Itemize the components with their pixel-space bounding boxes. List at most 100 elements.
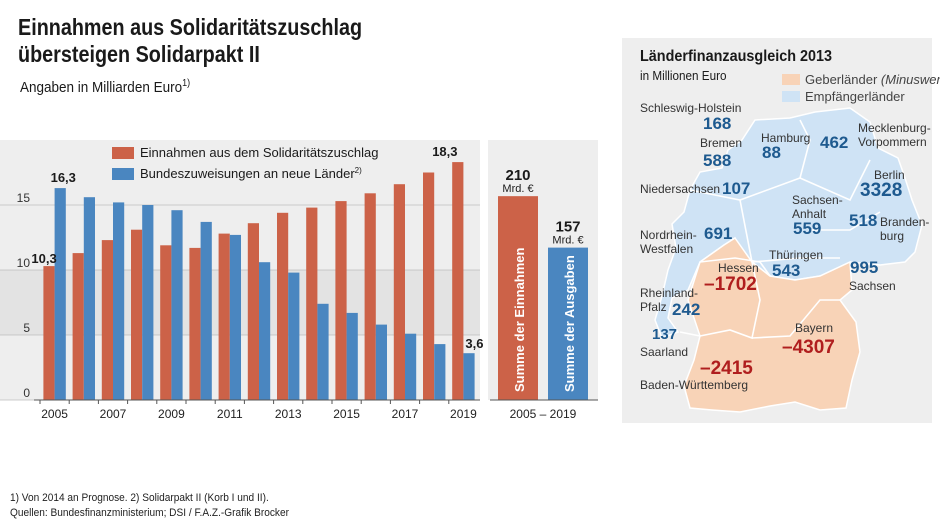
value-label-zuweisungen-2005: 16,3 xyxy=(51,170,76,185)
bar-bundeszuweisungen xyxy=(200,221,212,400)
legend-receiver-swatch xyxy=(782,91,800,102)
y-tick-label: 0 xyxy=(23,386,30,400)
legend-label: Einnahmen aus dem Solidaritätszuschlag xyxy=(140,145,378,160)
x-tick-label: 2007 xyxy=(100,407,127,421)
bar-chart: 0 5 10 15 2005 2007 2009 2011 2013 2015 2017 2019 10… xyxy=(0,140,598,421)
state-name-berlin: Berlin xyxy=(874,168,905,182)
bar-einnahmen xyxy=(189,247,201,400)
summary-x-label: 2005 – 2019 xyxy=(510,407,577,421)
state-name-nrw-line2: Westfalen xyxy=(640,242,694,256)
x-tick-label: 2015 xyxy=(333,407,360,421)
state-name-brandenburg-line2: burg xyxy=(880,229,905,243)
map-legend-giver: Geberländer (Minuswert) xyxy=(782,72,940,87)
state-name-hamburg: Hamburg xyxy=(761,131,811,145)
subtitle-text: Angaben in Milliarden Euro xyxy=(20,79,183,96)
legend-label: Bundeszuweisungen an neue Länder2) xyxy=(140,166,362,181)
state-name-sachsen-anhalt: Sachsen- Anhalt xyxy=(792,193,843,221)
bar-einnahmen xyxy=(160,245,172,400)
state-value-baden-wuerttemberg: –2415 xyxy=(700,358,753,379)
state-name-hessen: Hessen xyxy=(718,261,759,275)
state-name-sachsen: Sachsen xyxy=(849,279,896,293)
summary-unit: Mrd. € xyxy=(552,235,583,247)
footnote-line2: Quellen: Bundesfinanzministerium; DSI / … xyxy=(10,507,289,519)
bar-einnahmen xyxy=(423,172,435,400)
value-label-einnahmen-2005: 10,3 xyxy=(31,251,56,266)
legend-giver-note: (Minuswert) xyxy=(880,72,940,87)
bar-einnahmen xyxy=(393,184,405,400)
bar-bundeszuweisungen xyxy=(171,210,183,400)
state-value-hamburg: 88 xyxy=(762,143,781,162)
bar-einnahmen xyxy=(335,201,347,400)
state-value-bayern: –4307 xyxy=(782,337,835,358)
x-tick-label: 2019 xyxy=(450,407,477,421)
state-name-brandenburg: Branden-burg xyxy=(880,215,929,243)
summary-bar xyxy=(498,196,538,400)
state-value-mecklenburg-vorpommern: 462 xyxy=(820,133,849,152)
bar-einnahmen xyxy=(131,229,143,400)
state-name-mecklenburg-line2: Vorpommern xyxy=(858,135,927,149)
state-name-bayern: Bayern xyxy=(795,321,834,335)
bar-einnahmen xyxy=(364,193,376,400)
bar-bundeszuweisungen xyxy=(142,205,154,400)
footnote-line1: 1) Von 2014 an Prognose. 2) Solidarpakt … xyxy=(10,492,269,504)
state-name-rheinland-pfalz: Rheinland- Pfalz xyxy=(640,286,698,314)
legend-giver-swatch xyxy=(782,74,800,85)
value-label-zuweisungen-2019: 3,6 xyxy=(465,336,483,351)
state-name-mecklenburg-line1: Mecklenburg- xyxy=(858,121,931,135)
summary-value: 157 xyxy=(555,219,580,236)
bar-einnahmen xyxy=(247,223,259,400)
summary-bar-label: Summe der Ausgaben xyxy=(562,255,577,392)
x-tick-label: 2011 xyxy=(217,407,243,421)
bar-bundeszuweisungen xyxy=(317,303,329,400)
bar-einnahmen xyxy=(43,266,55,400)
state-name-rlp-line1: Rheinland- xyxy=(640,286,699,300)
value-label-einnahmen-2019: 18,3 xyxy=(432,144,457,159)
state-name-nordrhein-westfalen: Nordrhein- Westfalen xyxy=(640,228,697,256)
state-value-nordrhein-westfalen: 691 xyxy=(704,224,733,243)
bar-bundeszuweisungen xyxy=(405,333,417,400)
summary-bar-label: Summe der Einnahmen xyxy=(512,247,527,392)
state-value-niedersachsen: 107 xyxy=(722,179,751,198)
legend-swatch xyxy=(112,168,134,180)
bar-einnahmen xyxy=(101,240,113,400)
chart-title-line2: übersteigen Solidarpakt II xyxy=(18,41,260,67)
bar-einnahmen xyxy=(452,162,464,400)
state-value-brandenburg: 518 xyxy=(849,211,878,230)
bar-bundeszuweisungen xyxy=(463,353,475,400)
bar-einnahmen xyxy=(218,233,230,400)
bar-bundeszuweisungen xyxy=(375,324,387,400)
state-name-rlp-line2: Pfalz xyxy=(640,300,667,314)
subtitle-footnote-mark: 1) xyxy=(182,78,191,89)
state-name-sachsen-anhalt-line1: Sachsen- xyxy=(792,193,843,207)
state-value-hessen: –1702 xyxy=(704,274,757,295)
state-value-saarland: 137 xyxy=(652,326,678,343)
state-name-bremen: Bremen xyxy=(700,136,743,150)
bar-bundeszuweisungen xyxy=(434,344,446,400)
chart-title-line1: Einnahmen aus Solidaritätszuschlag xyxy=(18,14,363,40)
state-name-mecklenburg-vorpommern: Mecklenburg- Vorpommern xyxy=(858,121,931,149)
y-tick-label: 15 xyxy=(17,191,31,205)
state-name-saarland: Saarland xyxy=(640,345,689,359)
y-tick-label: 10 xyxy=(17,256,31,270)
x-tick-label: 2017 xyxy=(392,407,419,421)
bar-bundeszuweisungen xyxy=(346,312,358,400)
legend-giver-label: Geberländer xyxy=(805,72,878,87)
state-value-rheinland-pfalz: 242 xyxy=(672,300,701,319)
state-borders xyxy=(679,119,881,340)
chart-title: Einnahmen aus Solidaritätszuschlag übers… xyxy=(18,14,362,68)
y-tick-label: 5 xyxy=(23,321,30,335)
legend-receiver-label: Empfängerländer xyxy=(805,89,905,104)
map-title: Länderfinanzausgleich 2013 xyxy=(640,48,833,65)
chart-subtitle: Angaben in Milliarden Euro1) xyxy=(20,78,190,96)
x-tick-label: 2009 xyxy=(158,407,185,421)
x-tick-label: 2013 xyxy=(275,407,302,421)
bar-bundeszuweisungen xyxy=(288,272,300,400)
summary-value: 210 xyxy=(505,167,530,184)
state-name-nrw-line1: Nordrhein- xyxy=(640,228,697,242)
bar-bundeszuweisungen xyxy=(229,234,241,400)
summary-bar xyxy=(548,247,588,400)
footnotes: 1) Von 2014 an Prognose. 2) Solidarpakt … xyxy=(10,491,289,521)
state-value-berlin: 3328 xyxy=(860,180,903,201)
bar-bundeszuweisungen xyxy=(113,202,125,400)
